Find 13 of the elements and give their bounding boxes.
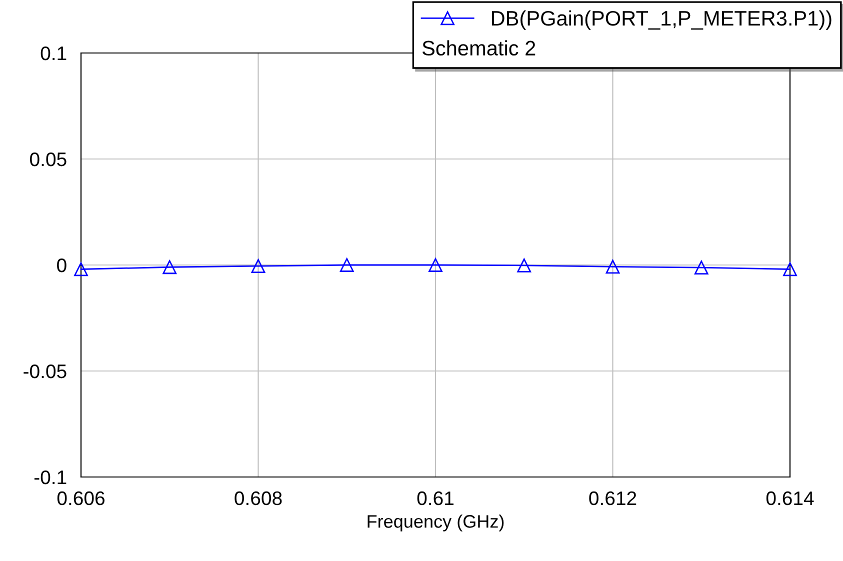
y-tick-label: -0.05	[24, 364, 66, 378]
y-tick-label: 0.1	[40, 46, 66, 60]
y-tick-label: -0.1	[34, 470, 66, 484]
x-tick-label: 0.608	[234, 491, 282, 506]
x-tick-label: 0.614	[766, 491, 814, 506]
legend-title: Schematic 2	[422, 40, 536, 56]
x-tick-label: 0.606	[57, 491, 104, 506]
x-axis-title: Frequency (GHz)	[368, 514, 504, 532]
y-tick-label: 0	[57, 258, 66, 272]
y-tick-label: 0.05	[30, 152, 66, 166]
x-tick-label: 0.612	[589, 491, 636, 506]
x-tick-label: 0.61	[417, 491, 454, 506]
legend-label: DB(PGain(PORT_1,P_METER3.P1))	[492, 10, 832, 30]
